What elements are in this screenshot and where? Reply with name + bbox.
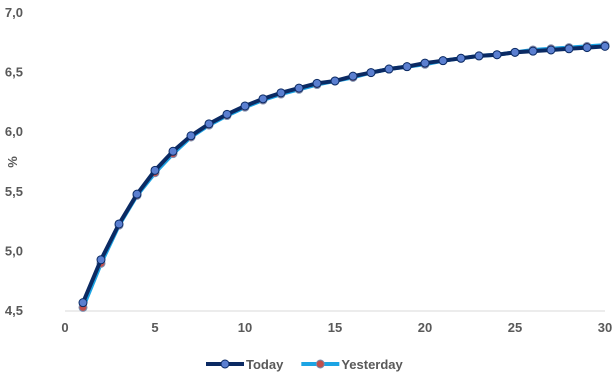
data-point-today [528, 46, 538, 56]
series-layer [78, 40, 610, 312]
y-tick-label: 5,5 [5, 184, 23, 199]
y-tick-label: 7,0 [5, 5, 23, 20]
data-point-today [186, 131, 196, 141]
data-point-today [312, 78, 322, 88]
legend-swatch-marker [220, 359, 230, 369]
data-point-today [456, 53, 466, 63]
data-point-today [582, 43, 592, 53]
data-point-today [294, 83, 304, 93]
x-tick-label: 30 [598, 320, 612, 335]
series-today [78, 41, 610, 308]
data-point-today [204, 119, 214, 129]
data-point-today [510, 47, 520, 57]
data-point-today [258, 94, 268, 104]
legend-label: Yesterday [341, 357, 403, 372]
data-point-today [420, 58, 430, 68]
x-tick-label: 10 [238, 320, 252, 335]
legend-item-today: Today [206, 357, 284, 372]
legend-label: Today [246, 357, 284, 372]
legend-swatch-marker [315, 359, 325, 369]
data-point-today [78, 298, 88, 308]
data-point-today [168, 146, 178, 156]
x-tick-label: 20 [418, 320, 432, 335]
data-point-today [222, 109, 232, 119]
data-point-today [96, 255, 106, 265]
data-point-today [546, 45, 556, 55]
x-tick-label: 5 [151, 320, 158, 335]
data-point-today [384, 64, 394, 74]
series-yesterday [78, 40, 610, 312]
y-tick-label: 5,0 [5, 243, 23, 258]
series-line-today [81, 44, 607, 305]
legend: Today Yesterday [206, 357, 404, 372]
y-tick-label: 6,5 [5, 65, 23, 80]
y-tick-label: 4,5 [5, 303, 23, 318]
x-tick-label: 25 [508, 320, 522, 335]
data-point-today [492, 50, 502, 60]
data-point-today [348, 71, 358, 81]
data-point-today [438, 56, 448, 66]
x-tick-label: 0 [61, 320, 68, 335]
y-tick-label: 6,0 [5, 124, 23, 139]
data-point-today [114, 219, 124, 229]
data-point-today [366, 68, 376, 78]
axes: 4,5 5,0 5,5 6,0 6,5 7,0 0 5 10 15 20 25 30% [5, 5, 612, 335]
x-tick-label: 15 [328, 320, 342, 335]
data-point-today [564, 44, 574, 54]
data-point-today [600, 41, 610, 51]
data-point-today [474, 51, 484, 61]
y-axis-title: % [5, 156, 20, 168]
legend-item-yesterday: Yesterday [301, 357, 404, 372]
data-point-today [150, 165, 160, 175]
series-line-yesterday [81, 43, 607, 310]
data-point-today [330, 76, 340, 86]
data-point-today [240, 101, 250, 111]
data-point-today [132, 189, 142, 199]
data-point-today [276, 88, 286, 98]
data-point-today [402, 62, 412, 72]
